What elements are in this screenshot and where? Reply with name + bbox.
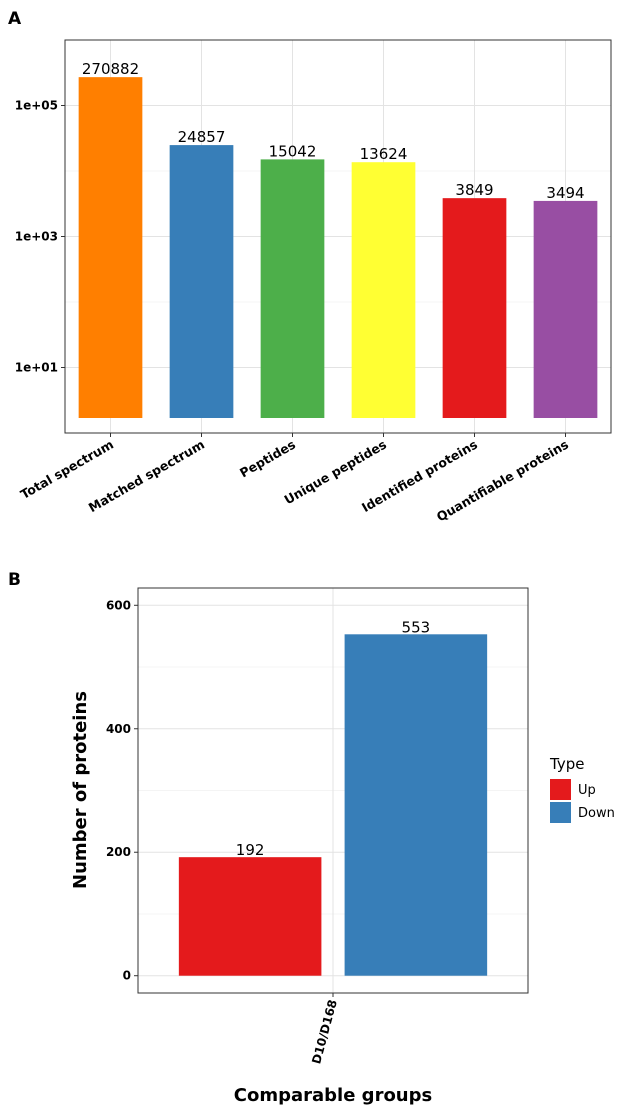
panel-b-x-axis: D10/D168 bbox=[309, 993, 340, 1066]
panel-a-y-axis: 1e+01 1e+03 1e+05 bbox=[15, 99, 65, 375]
x-tick-label: Peptides bbox=[237, 437, 298, 481]
bar-value-label: 13624 bbox=[360, 145, 408, 163]
bar bbox=[78, 77, 143, 419]
bar-value-label: 270882 bbox=[82, 60, 139, 78]
bar-value-label: 15042 bbox=[269, 142, 317, 160]
panel-b-y-axis: 0 200 400 600 bbox=[106, 598, 138, 983]
panel-b-value-labels: 192 553 bbox=[236, 618, 430, 859]
legend-swatch-down bbox=[550, 802, 571, 823]
bar bbox=[260, 159, 325, 419]
bar-down bbox=[344, 634, 488, 976]
y-tick-label: 1e+01 bbox=[15, 361, 58, 375]
legend-label-down: Down bbox=[578, 806, 615, 821]
bar-value-label: 3494 bbox=[546, 184, 584, 202]
panel-b-label: B bbox=[8, 570, 21, 590]
bar-value-label: 3849 bbox=[455, 181, 493, 199]
bar bbox=[169, 145, 234, 418]
bar bbox=[442, 198, 507, 418]
legend-title: Type bbox=[549, 755, 584, 773]
bar bbox=[351, 162, 416, 418]
y-tick-label: 600 bbox=[106, 598, 131, 612]
bar bbox=[533, 200, 598, 418]
panel-b-legend: Type Up Down bbox=[549, 755, 615, 823]
panel-b-y-axis-title: Number of proteins bbox=[70, 691, 91, 889]
panel-a-bars bbox=[78, 77, 598, 419]
legend-label-up: Up bbox=[578, 783, 596, 798]
legend-swatch-up bbox=[550, 779, 571, 800]
y-tick-label: 400 bbox=[106, 722, 131, 736]
bar-up bbox=[178, 857, 322, 976]
y-tick-label: 1e+05 bbox=[15, 99, 58, 113]
panel-b-bars bbox=[178, 634, 488, 976]
panel-a-label: A bbox=[8, 9, 22, 29]
bar-value-label: 553 bbox=[402, 618, 431, 636]
y-tick-label: 200 bbox=[106, 845, 131, 859]
y-tick-label: 1e+03 bbox=[15, 230, 58, 244]
panel-a-value-labels: 270882 24857 15042 13624 3849 3494 bbox=[82, 60, 585, 202]
y-tick-label: 0 bbox=[123, 969, 131, 983]
x-tick-label: D10/D168 bbox=[309, 998, 340, 1065]
bar-value-label: 24857 bbox=[178, 128, 226, 146]
bar-value-label: 192 bbox=[236, 841, 265, 859]
legend-items: Up Down bbox=[550, 779, 615, 823]
panel-b-x-axis-title: Comparable groups bbox=[234, 1085, 432, 1106]
panel-b: B 192 553 0 200 400 600 D10/D168 Number of p… bbox=[8, 570, 615, 1106]
